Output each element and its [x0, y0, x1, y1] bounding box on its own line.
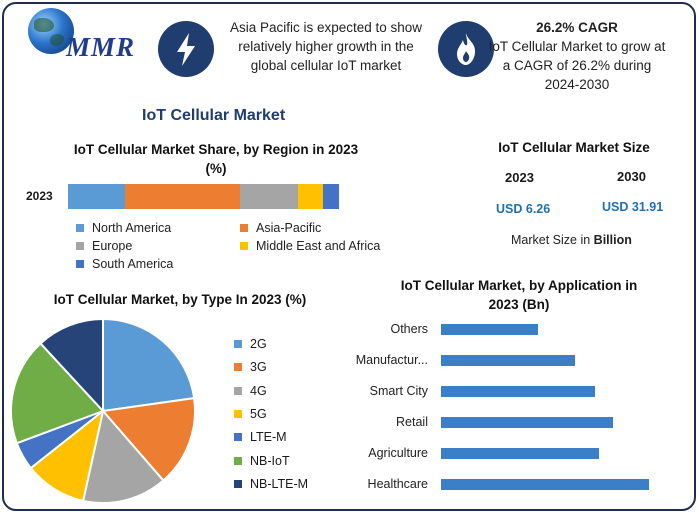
legend-label: Europe	[92, 239, 133, 253]
market-size-value-2023: USD 6.26	[496, 202, 551, 216]
legend-label: Middle East and Africa	[256, 239, 381, 253]
type-chart-title: IoT Cellular Market, by Type In 2023 (%)	[53, 292, 307, 307]
application-bar-chart: Others Manufactur... Smart City Retail Agric…	[300, 318, 660, 498]
legend-label: NB-LTE-M	[250, 476, 309, 491]
main-title: IoT Cellular Market	[142, 107, 286, 124]
type-legend-item-3g: 3G	[234, 360, 267, 374]
type-legend-item-4g: 4G	[234, 384, 267, 398]
region-segment-middle-east-and-africa	[297, 184, 323, 209]
application-row-healthcare: Healthcare	[300, 473, 660, 493]
legend-swatch	[76, 242, 84, 250]
legend-label: LTE-M	[250, 430, 287, 445]
legend-label: 5G	[250, 406, 267, 421]
legend-swatch	[234, 479, 242, 488]
region-segment-south-america	[322, 184, 339, 209]
type-legend-item-lte-m: LTE-M	[234, 430, 287, 444]
market-size-year-2023: 2023	[505, 170, 534, 185]
pie-slice-2g	[102, 317, 196, 413]
application-row-agriculture: Agriculture	[300, 442, 660, 462]
legend-swatch	[76, 224, 84, 232]
lightning-icon	[158, 21, 214, 77]
region-segment-asia-pacific	[125, 184, 241, 209]
legend-label: 2G	[250, 337, 267, 351]
application-label: Agriculture	[368, 446, 428, 460]
pie-slice-4g	[81, 408, 165, 504]
legend-swatch	[76, 260, 84, 268]
application-row-manufactur: Manufactur...	[300, 349, 660, 369]
legend-swatch	[234, 340, 242, 348]
market-size-note-prefix: Market Size in	[511, 233, 594, 247]
application-label: Retail	[396, 415, 428, 429]
legend-label: NB-IoT	[250, 453, 290, 468]
region-segment-europe	[240, 184, 298, 209]
pie-slice-nb-lte-m	[39, 317, 104, 414]
legend-swatch	[234, 363, 242, 372]
region-legend-item-south-america: South America	[76, 257, 173, 271]
region-legend-item-asia-pacific: Asia-Pacific	[240, 221, 321, 235]
market-size-year-2030: 2030	[617, 169, 646, 184]
cagr-text: IoT Cellular Market to grow at a CAGR of…	[488, 39, 666, 92]
header-info-cagr: 26.2% CAGR IoT Cellular Market to grow a…	[488, 18, 666, 94]
pie-slice-nb-iot	[10, 342, 105, 445]
application-label: Manufactur...	[355, 353, 428, 367]
market-size-note-unit: Billion	[593, 233, 632, 247]
application-label: Smart City	[369, 384, 428, 398]
application-row-retail: Retail	[300, 411, 660, 431]
header-info-asia-pacific: Asia Pacific is expected to show relativ…	[229, 20, 423, 73]
type-legend-item-5g: 5G	[234, 407, 267, 421]
application-label: Others	[390, 322, 428, 336]
legend-label: 3G	[250, 360, 267, 375]
legend-label: South America	[92, 257, 174, 271]
application-label: Healthcare	[367, 477, 428, 491]
globe-icon	[28, 8, 74, 54]
region-stacked-bar	[68, 184, 339, 209]
application-bar-manufactur	[441, 355, 575, 366]
legend-swatch	[234, 409, 242, 418]
region-legend-item-middle-east-and-africa: Middle East and Africa	[240, 239, 380, 253]
application-chart-title: IoT Cellular Market, by Application in 2…	[400, 278, 638, 312]
application-bar-agriculture	[441, 448, 600, 459]
legend-label: 4G	[250, 383, 267, 398]
legend-swatch	[234, 433, 242, 442]
pie-slice-3g	[101, 397, 196, 482]
legend-label: Asia-Pacific	[256, 221, 322, 235]
cagr-title: 26.2% CAGR	[536, 20, 618, 35]
legend-swatch	[234, 386, 242, 395]
type-legend-item-nb-lte-m: NB-LTE-M	[234, 477, 308, 491]
application-bar-retail	[441, 417, 613, 428]
flame-icon	[438, 21, 494, 77]
legend-swatch	[240, 242, 248, 250]
application-bar-others	[441, 324, 539, 335]
region-legend-item-north-america: North America	[76, 221, 171, 235]
market-size-title: IoT Cellular Market Size	[498, 140, 650, 155]
market-size-unit-note: Market Size in Billion	[511, 233, 632, 247]
application-row-smart-city: Smart City	[300, 380, 660, 400]
type-pie-chart	[10, 317, 196, 504]
legend-swatch	[234, 456, 242, 465]
application-bar-smart-city	[441, 386, 595, 397]
legend-swatch	[240, 224, 248, 232]
region-legend-item-europe: Europe	[76, 239, 132, 253]
application-bar-healthcare	[441, 479, 650, 490]
type-legend-item-nb-iot: NB-IoT	[234, 454, 290, 468]
stack-category-label: 2023	[26, 189, 53, 203]
mmr-logo: MMR	[14, 8, 144, 68]
market-size-value-2030: USD 31.91	[602, 200, 664, 214]
type-legend-item-2g: 2G	[234, 337, 267, 351]
region-chart-title: IoT Cellular Market Share, by Region in …	[73, 142, 359, 176]
region-segment-north-america	[68, 184, 126, 209]
legend-label: North America	[92, 221, 172, 235]
application-row-others: Others	[300, 318, 660, 338]
logo-text: MMR	[66, 32, 136, 62]
